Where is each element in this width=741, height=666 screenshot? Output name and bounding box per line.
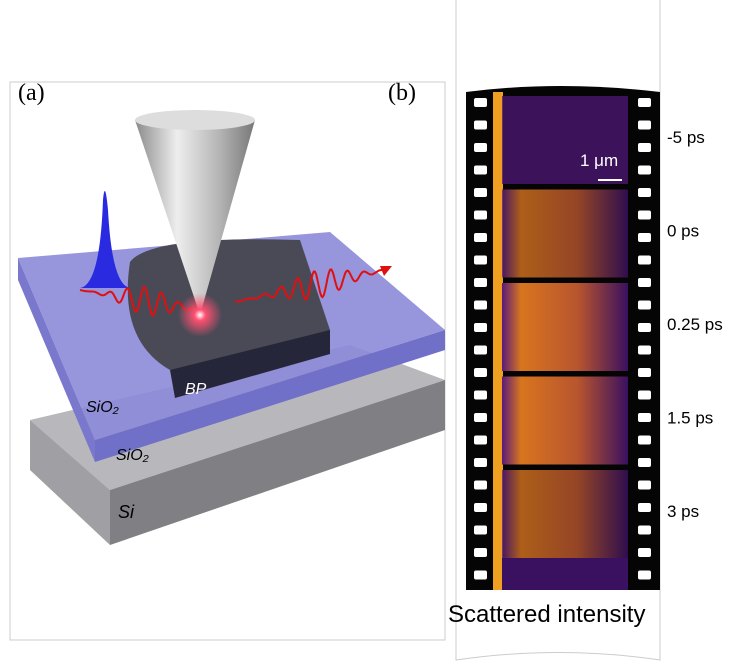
scale-bar-label: 1 μm	[580, 151, 618, 170]
sprocket	[638, 413, 651, 422]
panel-label: (b)	[388, 80, 416, 106]
sprocket	[638, 571, 651, 580]
layer-label: Si	[118, 502, 135, 522]
frame-label: 3 ps	[667, 502, 699, 521]
sprocket	[638, 481, 651, 490]
sprocket	[638, 548, 651, 557]
layer-label: SiO₂	[116, 447, 149, 464]
sprocket	[474, 346, 487, 355]
partial-frame	[502, 558, 628, 590]
sprocket	[474, 278, 487, 287]
sprocket	[474, 368, 487, 377]
sprocket	[474, 413, 487, 422]
sprocket	[638, 211, 651, 220]
sprocket	[638, 278, 651, 287]
sprocket	[638, 233, 651, 242]
sprocket	[474, 188, 487, 197]
frame-label: 0.25 ps	[667, 315, 723, 334]
sprocket	[638, 346, 651, 355]
sprocket	[638, 143, 651, 152]
layer-label: SiO₂	[86, 399, 119, 416]
frame	[502, 470, 628, 558]
sprocket	[638, 98, 651, 107]
sprocket	[638, 301, 651, 310]
frame	[502, 377, 628, 465]
sprocket	[474, 458, 487, 467]
sprocket	[474, 481, 487, 490]
sprocket	[638, 166, 651, 175]
frame-label: -5 ps	[667, 128, 705, 147]
sprocket	[474, 233, 487, 242]
frame-label: 1.5 ps	[667, 409, 713, 428]
glow	[178, 293, 222, 337]
sprocket	[474, 548, 487, 557]
sprocket	[638, 503, 651, 512]
sprocket	[474, 526, 487, 535]
sprocket	[474, 211, 487, 220]
sprocket	[474, 121, 487, 130]
sprocket	[474, 391, 487, 400]
sprocket	[474, 143, 487, 152]
sprocket	[638, 368, 651, 377]
figure: (a) BP SiO₂ SiO₂ Si (b) 1 μm Scattered i…	[0, 0, 741, 666]
sprocket	[638, 391, 651, 400]
frame-label: 0 ps	[667, 222, 699, 241]
sprocket	[638, 436, 651, 445]
sprocket	[474, 166, 487, 175]
sprocket	[638, 526, 651, 535]
sprocket	[474, 323, 487, 332]
sprocket	[638, 323, 651, 332]
sprocket	[638, 188, 651, 197]
panel-label: (a)	[18, 80, 45, 106]
sprocket	[474, 301, 487, 310]
frame	[502, 96, 628, 184]
frame	[502, 283, 628, 371]
sprocket	[638, 121, 651, 130]
layer-label: BP	[185, 381, 207, 398]
sprocket	[638, 458, 651, 467]
caption: Scattered intensity	[448, 601, 645, 628]
film-edge	[493, 92, 503, 590]
frame	[502, 190, 628, 278]
sprocket	[474, 436, 487, 445]
sprocket	[474, 98, 487, 107]
sprocket	[474, 571, 487, 580]
sprocket	[474, 503, 487, 512]
sprocket	[474, 256, 487, 265]
tip-top	[135, 110, 255, 130]
sprocket	[638, 256, 651, 265]
